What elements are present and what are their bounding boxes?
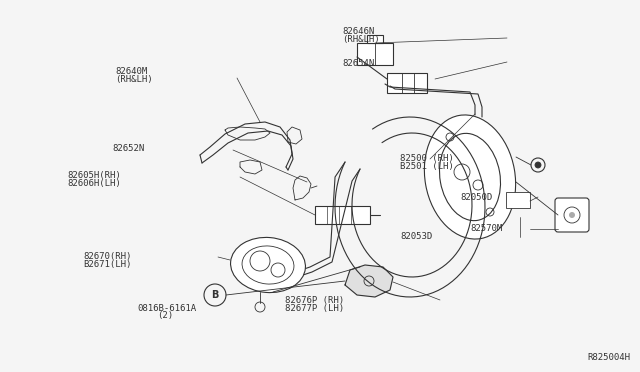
Text: 82654N: 82654N <box>342 60 374 68</box>
Text: 82677P (LH): 82677P (LH) <box>285 304 344 313</box>
Ellipse shape <box>424 115 516 239</box>
Ellipse shape <box>440 133 500 221</box>
Text: 82646N: 82646N <box>342 27 374 36</box>
Text: B: B <box>211 290 219 300</box>
Text: 82640M: 82640M <box>115 67 147 76</box>
FancyBboxPatch shape <box>357 43 393 65</box>
Polygon shape <box>345 265 393 297</box>
Text: 82053D: 82053D <box>400 232 432 241</box>
Text: R825004H: R825004H <box>587 353 630 362</box>
Circle shape <box>535 162 541 168</box>
Text: (RH&LH): (RH&LH) <box>342 35 380 44</box>
Text: 82652N: 82652N <box>112 144 144 153</box>
Text: 82570M: 82570M <box>470 224 502 233</box>
Circle shape <box>569 212 575 218</box>
Text: (2): (2) <box>157 311 173 320</box>
Text: 82500 (RH): 82500 (RH) <box>400 154 454 163</box>
Bar <box>506 192 530 208</box>
Bar <box>315 206 370 224</box>
Text: 0816B-6161A: 0816B-6161A <box>138 304 196 312</box>
FancyBboxPatch shape <box>387 73 427 93</box>
Text: 82676P (RH): 82676P (RH) <box>285 296 344 305</box>
Ellipse shape <box>230 237 305 293</box>
Text: 82050D: 82050D <box>461 193 493 202</box>
Ellipse shape <box>242 246 294 284</box>
Text: (RH&LH): (RH&LH) <box>115 75 153 84</box>
Bar <box>367 35 383 43</box>
Text: 82670(RH): 82670(RH) <box>83 252 132 261</box>
Text: 82606H(LH): 82606H(LH) <box>67 179 121 188</box>
FancyBboxPatch shape <box>555 198 589 232</box>
Text: B2501 (LH): B2501 (LH) <box>400 162 454 171</box>
Text: 82605H(RH): 82605H(RH) <box>67 171 121 180</box>
Text: B2671(LH): B2671(LH) <box>83 260 132 269</box>
